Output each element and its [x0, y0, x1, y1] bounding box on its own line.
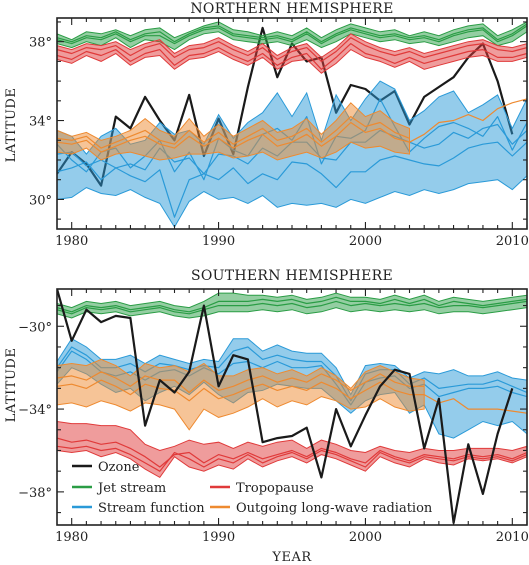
olr-line-1 [57, 116, 410, 149]
legend-item-tropo: Tropopause [210, 481, 314, 496]
south-title: SOUTHERN HEMISPHERE [191, 268, 393, 284]
y-tick-label: 38° [29, 36, 52, 51]
tropo-line-0 [57, 437, 527, 468]
plot-area [57, 289, 527, 524]
jet-line-0 [57, 300, 527, 315]
jet-line-0 [57, 25, 527, 45]
tropo-line-1 [57, 445, 527, 472]
south-ylabel: LATITUDE [4, 348, 19, 423]
legend-label-olr: Outgoing long-wave radiation [236, 501, 433, 516]
y-tick-label: 30° [29, 193, 52, 208]
north-title: NORTHERN HEMISPHERE [190, 1, 393, 17]
olr-line-0 [57, 98, 527, 153]
legend-item-olr: Outgoing long-wave radiation [210, 501, 433, 516]
x-tick-label: 1980 [55, 530, 88, 545]
y-tick-label: −38° [18, 486, 52, 501]
jet-line-1 [57, 296, 527, 313]
legend-label-jet: Jet stream [96, 481, 166, 496]
legend-item-stream: Stream function [72, 501, 205, 516]
x-tick-label: 1980 [55, 234, 88, 249]
legend-item-ozone: Ozone [72, 460, 140, 475]
x-tick-label: 1990 [202, 530, 235, 545]
panel-south: SOUTHERN HEMISPHERE LATITUDE YEAR 1980 19… [4, 268, 529, 565]
tropo-line-1 [57, 37, 527, 62]
x-tick-label: 2010 [496, 234, 529, 249]
legend-label-stream: Stream function [98, 501, 205, 516]
olr-line-1 [57, 371, 425, 394]
south-xlabel: YEAR [271, 550, 312, 565]
olr-line-0 [57, 379, 527, 414]
plot-area [57, 21, 527, 228]
tropo-line-0 [57, 43, 527, 70]
y-tick-label: −30° [18, 320, 52, 335]
x-tick-label: 1990 [202, 234, 235, 249]
legend: Ozone Jet stream Tropopause Stream function… [72, 460, 433, 516]
y-tick-label: −34° [18, 403, 52, 418]
north-ylabel: LATITUDE [4, 88, 19, 163]
legend-label-ozone: Ozone [98, 460, 140, 475]
ozone-line-0 [57, 289, 514, 524]
x-tick-label: 2000 [349, 530, 382, 545]
stream-line-0 [57, 141, 527, 218]
stream-line-1 [57, 346, 527, 402]
x-tick-label: 2010 [496, 530, 529, 545]
x-tick-label: 2000 [349, 234, 382, 249]
panel-north: NORTHERN HEMISPHERE LATITUDE 1980 1990 200… [4, 1, 529, 249]
legend-label-tropo: Tropopause [236, 481, 314, 496]
legend-item-jet: Jet stream [72, 481, 166, 496]
y-tick-label: 34° [29, 115, 52, 130]
tropo-band [57, 33, 527, 74]
jet-line-1 [57, 23, 527, 43]
